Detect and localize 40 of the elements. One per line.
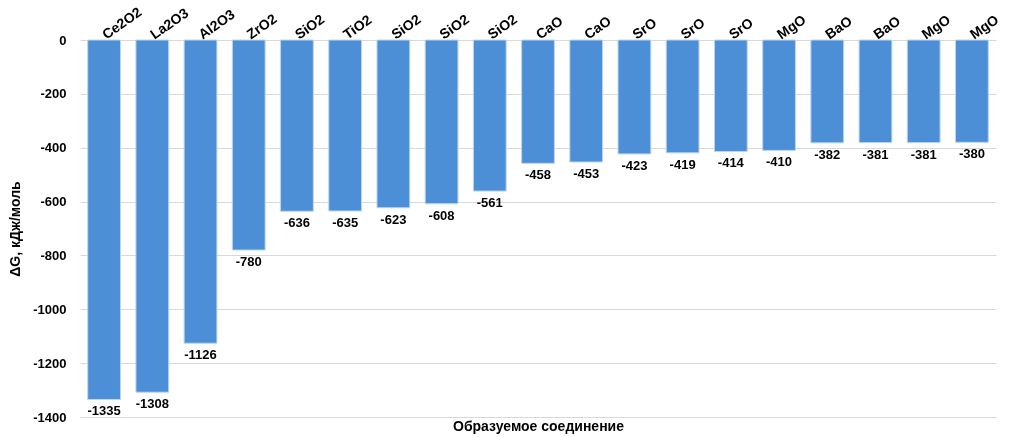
x-tick-label: CaO bbox=[532, 12, 566, 43]
data-label: -636 bbox=[283, 215, 310, 231]
data-label: -608 bbox=[428, 207, 455, 223]
x-tick-label: BaO bbox=[870, 12, 904, 43]
x-tick-label: MgO bbox=[966, 11, 1002, 43]
data-label: -382 bbox=[814, 146, 841, 162]
data-label: -623 bbox=[380, 211, 407, 227]
x-tick-label: MgO bbox=[918, 11, 954, 43]
data-label: -381 bbox=[910, 146, 937, 162]
data-label: -414 bbox=[717, 155, 745, 171]
data-label: -561 bbox=[476, 195, 503, 211]
x-tick-label: SrO bbox=[677, 14, 708, 43]
x-tick-label: TiO2 bbox=[340, 11, 375, 43]
y-tick-label: -600 bbox=[40, 194, 67, 210]
x-tick-label: SrO bbox=[629, 14, 660, 43]
data-label: -1308 bbox=[135, 396, 169, 412]
data-label: -410 bbox=[766, 154, 793, 170]
data-label: -635 bbox=[332, 215, 359, 230]
y-tick-label: -1200 bbox=[33, 355, 67, 371]
x-tick-label: MgO bbox=[773, 11, 809, 43]
data-label: -1126 bbox=[184, 347, 217, 363]
data-label: -458 bbox=[524, 167, 552, 183]
x-tick-label: SrO bbox=[725, 14, 756, 43]
data-label: -453 bbox=[573, 165, 600, 181]
y-tick-label: -400 bbox=[40, 140, 67, 156]
data-label: -1335 bbox=[87, 403, 121, 419]
y-tick-label: 0 bbox=[59, 32, 67, 48]
data-label: -381 bbox=[862, 146, 889, 162]
data-label: -423 bbox=[621, 157, 648, 173]
y-tick-label: -1400 bbox=[33, 409, 67, 425]
x-tick-label: BaO bbox=[822, 12, 855, 43]
x-tick-label: CaO bbox=[581, 12, 614, 43]
y-axis-title: ΔG, кДж/моль bbox=[7, 180, 24, 277]
y-tick-label: -800 bbox=[40, 247, 67, 263]
data-label: -419 bbox=[669, 156, 696, 172]
x-axis-title: Образуемое соединение bbox=[453, 417, 625, 434]
data-label: -780 bbox=[235, 254, 262, 270]
y-tick-label: -200 bbox=[40, 86, 67, 102]
data-label: -380 bbox=[958, 146, 985, 162]
y-tick-label: -1000 bbox=[33, 301, 67, 317]
